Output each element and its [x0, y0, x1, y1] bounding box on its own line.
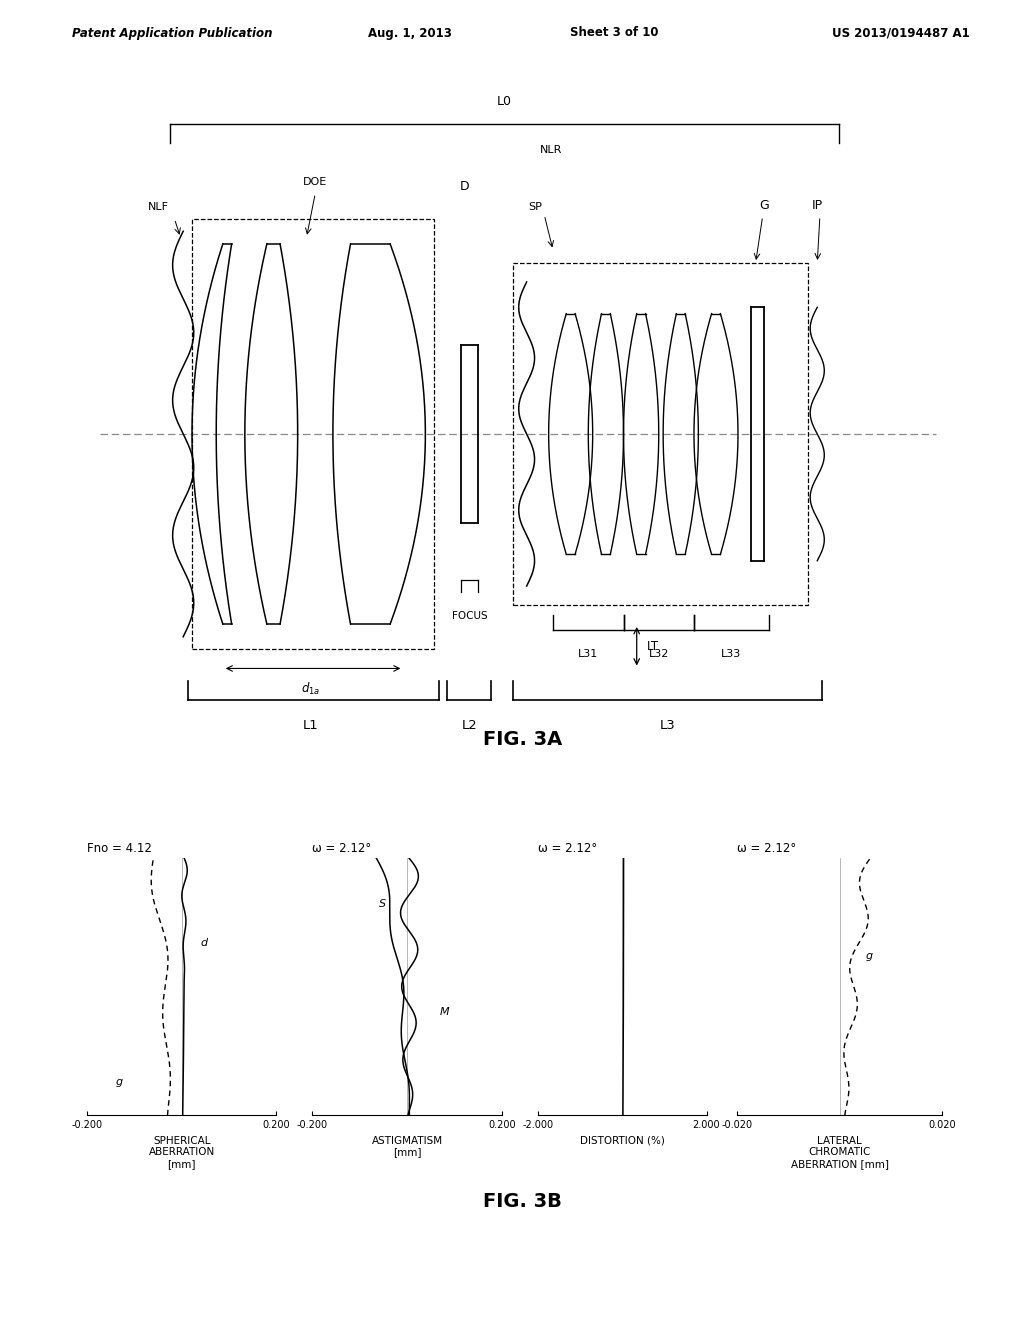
X-axis label: ASTIGMATISM
[mm]: ASTIGMATISM [mm] [372, 1135, 442, 1158]
Text: g: g [865, 950, 872, 961]
Text: NLR: NLR [540, 145, 562, 156]
X-axis label: SPHERICAL
ABERRATION
[mm]: SPHERICAL ABERRATION [mm] [148, 1135, 215, 1170]
Text: L33: L33 [721, 649, 741, 660]
Text: g: g [116, 1077, 123, 1086]
Text: NLF: NLF [148, 202, 169, 213]
Text: SP: SP [528, 202, 543, 213]
Text: D: D [460, 181, 470, 193]
Text: L0: L0 [497, 95, 512, 108]
Text: LT: LT [647, 640, 659, 653]
Text: Fno = 4.12: Fno = 4.12 [87, 842, 152, 855]
Text: L3: L3 [659, 719, 676, 733]
Text: Sheet 3 of 10: Sheet 3 of 10 [570, 26, 658, 40]
Text: IP: IP [812, 199, 823, 213]
Text: FIG. 3B: FIG. 3B [482, 1192, 562, 1210]
Text: G: G [760, 199, 769, 213]
Text: d$_{1a}$: d$_{1a}$ [301, 681, 321, 697]
Text: ω = 2.12°: ω = 2.12° [538, 842, 597, 855]
Text: L32: L32 [648, 649, 669, 660]
X-axis label: DISTORTION (%): DISTORTION (%) [580, 1135, 665, 1146]
Text: DOE: DOE [303, 177, 328, 187]
Text: Patent Application Publication: Patent Application Publication [72, 26, 272, 40]
Text: d: d [201, 939, 208, 948]
Text: ω = 2.12°: ω = 2.12° [312, 842, 372, 855]
Text: L1: L1 [303, 719, 318, 733]
Text: L31: L31 [579, 649, 598, 660]
Text: S: S [379, 899, 386, 909]
Text: ω = 2.12°: ω = 2.12° [737, 842, 797, 855]
Text: FIG. 3A: FIG. 3A [482, 730, 562, 748]
Text: FOCUS: FOCUS [452, 611, 487, 622]
Text: Aug. 1, 2013: Aug. 1, 2013 [368, 26, 452, 40]
Text: L2: L2 [462, 719, 477, 733]
X-axis label: LATERAL
CHROMATIC
ABERRATION [mm]: LATERAL CHROMATIC ABERRATION [mm] [791, 1135, 889, 1170]
Text: M: M [440, 1007, 450, 1018]
Text: US 2013/0194487 A1: US 2013/0194487 A1 [833, 26, 970, 40]
